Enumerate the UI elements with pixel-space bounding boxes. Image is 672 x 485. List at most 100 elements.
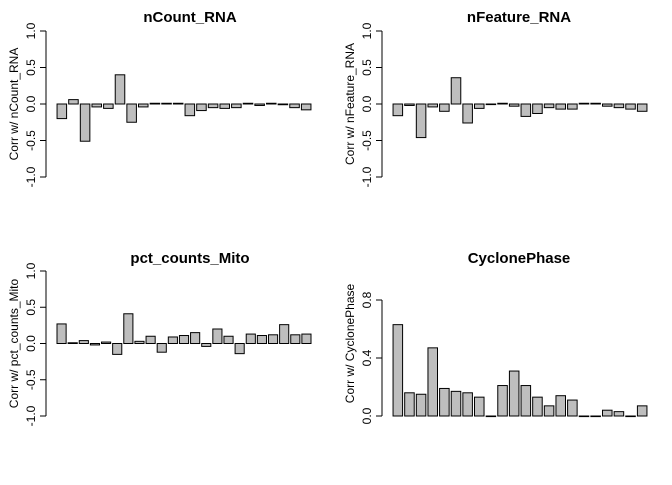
y-tick-label: 0.0 bbox=[24, 335, 38, 352]
bar bbox=[56, 323, 67, 344]
bar bbox=[543, 103, 555, 109]
bar bbox=[427, 347, 438, 417]
bar bbox=[245, 333, 256, 345]
bar bbox=[613, 103, 625, 109]
bar bbox=[578, 102, 590, 105]
bar bbox=[625, 415, 636, 418]
bar bbox=[532, 396, 543, 417]
y-tick-label: 0.5 bbox=[24, 59, 38, 76]
bar bbox=[439, 387, 450, 417]
bar bbox=[427, 103, 438, 108]
bar bbox=[508, 370, 520, 417]
bar bbox=[392, 324, 404, 417]
y-tick-label: 0.5 bbox=[24, 299, 38, 316]
bar bbox=[415, 103, 427, 139]
bar bbox=[68, 99, 79, 105]
bar bbox=[201, 343, 212, 347]
bar bbox=[392, 103, 404, 117]
chart-title: CyclonePhase bbox=[468, 250, 571, 267]
y-tick-label: -1.0 bbox=[360, 166, 374, 187]
bar bbox=[231, 103, 242, 109]
bar bbox=[184, 103, 196, 117]
bar bbox=[474, 103, 485, 109]
y-tick-label: 0.8 bbox=[360, 291, 374, 308]
bar bbox=[78, 340, 89, 345]
y-axis-label: Corr w/ pct_counts_Mito bbox=[7, 278, 21, 408]
bar bbox=[67, 342, 78, 344]
bar bbox=[207, 103, 219, 109]
bar bbox=[497, 102, 508, 105]
chart-title: nCount_RNA bbox=[143, 9, 236, 26]
bar bbox=[156, 343, 167, 353]
bar bbox=[212, 328, 223, 344]
bar bbox=[256, 335, 267, 344]
y-tick-label: 1.0 bbox=[360, 22, 374, 39]
y-tick-label: 0.5 bbox=[360, 59, 374, 76]
bar bbox=[126, 103, 137, 123]
bar bbox=[462, 392, 473, 417]
y-tick-label: -0.5 bbox=[24, 130, 38, 151]
y-axis-label: Corr w/ CyclonePhase bbox=[343, 283, 357, 403]
bar bbox=[112, 343, 123, 355]
bar bbox=[543, 405, 555, 417]
bar bbox=[590, 415, 601, 418]
y-tick-label: 0.0 bbox=[360, 407, 374, 424]
bar bbox=[190, 332, 201, 345]
bar bbox=[114, 74, 126, 105]
y-axis-label: Corr w/ nCount_RNA bbox=[7, 48, 21, 161]
bar bbox=[266, 102, 277, 105]
bar bbox=[590, 102, 601, 105]
bar bbox=[555, 395, 567, 417]
bar bbox=[145, 335, 156, 344]
y-tick-label: -0.5 bbox=[360, 130, 374, 151]
bar bbox=[497, 385, 508, 417]
bar bbox=[508, 103, 520, 107]
bar bbox=[602, 103, 613, 107]
y-tick-label: -1.0 bbox=[24, 166, 38, 187]
bar bbox=[450, 390, 462, 417]
bar bbox=[89, 343, 101, 346]
bar bbox=[277, 103, 289, 106]
bar bbox=[450, 77, 462, 105]
bar bbox=[134, 340, 145, 345]
bar bbox=[167, 336, 178, 345]
bar bbox=[289, 103, 300, 109]
bar bbox=[79, 103, 91, 142]
bar bbox=[485, 103, 497, 106]
bar bbox=[161, 102, 172, 105]
bar bbox=[138, 103, 149, 108]
bar bbox=[602, 409, 613, 417]
bar bbox=[613, 411, 625, 417]
bar bbox=[196, 103, 207, 112]
y-tick-label: 1.0 bbox=[24, 22, 38, 39]
bar bbox=[301, 333, 312, 345]
y-tick-label: 1.0 bbox=[24, 262, 38, 279]
bar bbox=[567, 103, 578, 110]
bar bbox=[234, 343, 245, 355]
bar bbox=[103, 103, 114, 109]
bar bbox=[578, 415, 590, 418]
bar bbox=[56, 103, 68, 120]
bar bbox=[290, 334, 301, 344]
bar bbox=[485, 415, 497, 418]
bar bbox=[415, 393, 427, 417]
chart-title: nFeature_RNA bbox=[467, 9, 571, 26]
bar bbox=[474, 396, 485, 417]
bar bbox=[178, 335, 190, 344]
bar bbox=[267, 334, 279, 344]
y-tick-label: 0.4 bbox=[360, 349, 374, 366]
bar bbox=[555, 103, 567, 110]
bar bbox=[279, 324, 290, 344]
bar bbox=[625, 103, 636, 110]
bar bbox=[520, 385, 532, 417]
bar bbox=[242, 102, 254, 105]
bar bbox=[567, 399, 578, 417]
bar bbox=[439, 103, 450, 112]
bar bbox=[172, 102, 184, 105]
bar bbox=[149, 102, 161, 105]
y-tick-label: 0.0 bbox=[360, 95, 374, 112]
bar bbox=[219, 103, 231, 109]
